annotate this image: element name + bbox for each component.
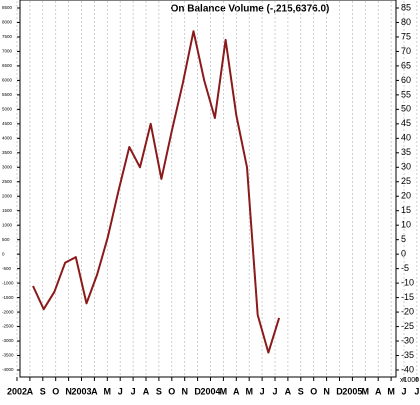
y2-tick-label: 1500 [2,208,13,213]
x-tick-label: J [414,386,419,396]
y-tick-label: 55 [401,89,411,99]
x-tick-label: 2005 [342,386,362,396]
y-tick-label: 0 [401,249,406,259]
y-tick-label: 40 [401,133,411,143]
y2-tick-label: 6000 [2,78,13,83]
y2-tick-label: 8500 [2,5,13,10]
x-tick-label: A [143,386,150,396]
x-tick-label: N [181,386,188,396]
y-tick-label: 50 [401,104,411,114]
y-tick-label: 25 [401,176,411,186]
y-tick-label: 35 [401,147,411,157]
y2-tick-label: 5000 [2,107,13,112]
y2-tick-label: -3000 [2,338,14,343]
x-tick-label: J [272,386,277,396]
x-tick-label: M [387,386,395,396]
y-tick-label: -5 [401,263,409,273]
y2-tick-label: 1000 [2,222,13,227]
y2-tick-label: -2000 [2,309,14,314]
x-tick-label: J [118,386,123,396]
x-tick-label: S [40,386,46,396]
x-tick-label: J [131,386,136,396]
y2-tick-label: 0 [2,251,5,256]
y2-tick-label: -2500 [2,324,14,329]
y2-tick-label: -3500 [2,353,14,358]
y2-tick-label: 3000 [2,164,13,169]
x-tick-label: D [336,386,343,396]
x-tick-label: M [104,386,112,396]
y2-tick-label: -4000 [2,367,14,372]
x-tick-label: J [401,386,406,396]
line [32,30,281,354]
y2-tick-label: 2000 [2,193,13,198]
y-tick-label: -10 [401,277,414,287]
y-tick-label: 10 [401,220,411,230]
y-tick-label: -35 [401,350,414,360]
x-tick-label: D [194,386,201,396]
chart-title: On Balance Volume (-,215,6376.0) [171,4,330,15]
y2-tick-label: 7000 [2,49,13,54]
x-tick-label: M [220,386,228,396]
y-tick-label: 80 [401,17,411,27]
y2-tick-label: 8000 [2,20,13,25]
x-tick-label: S [298,386,304,396]
x-tick-label: S [156,386,162,396]
x-tick-label: A [91,386,98,396]
x-tick-label: A [27,386,34,396]
x-tick-label: M [245,386,253,396]
x-tick-label: M [362,386,370,396]
x-tick-label: N [65,386,72,396]
y-tick-label: 75 [401,31,411,41]
x-tick-label: N [323,386,330,396]
x-tick-label: O [310,386,317,396]
x-tick-label: A [375,386,382,396]
plot-frame [19,0,397,378]
y-tick-label: 60 [401,75,411,85]
y2-tick-label: 4000 [2,136,13,141]
y-tick-label: 20 [401,191,411,201]
y2-tick-label: 7500 [2,34,13,39]
y-tick-label: 45 [401,118,411,128]
y-tick-label: 70 [401,46,411,56]
y2-tick-label: -1000 [2,280,14,285]
y-tick-label: -25 [401,321,414,331]
y-tick-label: 85 [401,2,411,12]
y2-tick-label: -1500 [2,295,14,300]
x-tick-label: O [168,386,175,396]
y2-tick-label: 2500 [2,179,13,184]
axis-unit: x1000 [400,377,419,384]
y-tick-label: -30 [401,335,414,345]
x-tick-label: 2003 [71,386,91,396]
x-tick-label: A [233,386,240,396]
y-tick-label: -20 [401,306,414,316]
y-tick-label: 15 [401,205,411,215]
x-tick-label: 2002 [7,386,27,396]
x-tick-label: J [260,386,265,396]
y2-tick-label: 4500 [2,121,13,126]
y2-tick-label: 500 [2,237,10,242]
y-tick-label: -40 [401,364,414,374]
y2-tick-label: 3500 [2,150,13,155]
y-tick-label: 30 [401,162,411,172]
x-tick-label: O [52,386,59,396]
y-tick-label: 65 [401,60,411,70]
y2-tick-label: 5500 [2,92,13,97]
x-tick-label: A [285,386,292,396]
y2-tick-label: -500 [2,266,12,271]
y-tick-label: 5 [401,234,406,244]
x-tick-label: 2004 [200,386,220,396]
y-tick-label: -15 [401,292,414,302]
y2-tick-label: 6500 [2,63,13,68]
